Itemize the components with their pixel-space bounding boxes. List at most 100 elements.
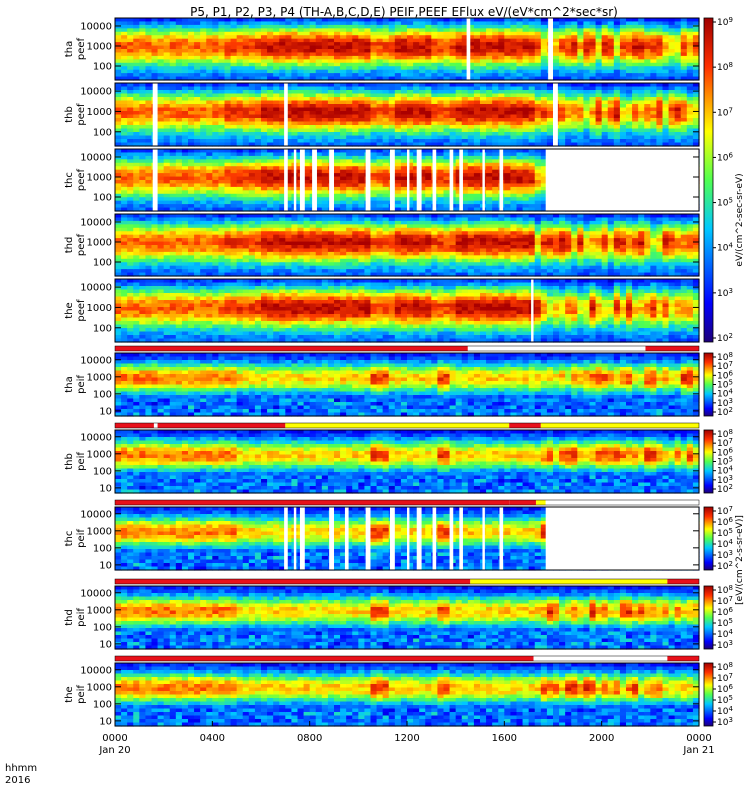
spectrogram-cell (236, 59, 244, 64)
spectrogram-cell (613, 135, 621, 140)
spectrogram-cell (267, 132, 274, 137)
spectrogram-cell (407, 176, 414, 181)
spectrogram-cell (121, 100, 128, 105)
spectrogram-cell (437, 190, 445, 195)
spectrogram-cell (656, 69, 664, 74)
spectrogram-cell (346, 142, 353, 147)
spectrogram-cell (340, 180, 347, 185)
spectrogram-cell (346, 186, 353, 191)
spectrogram-cell (437, 49, 445, 54)
spectrogram-cell (254, 193, 262, 198)
spectrogram-cell (139, 139, 147, 144)
spectrogram-cell (169, 176, 177, 181)
spectrogram-cell (242, 121, 250, 126)
spectrogram-cell (632, 111, 639, 116)
spectrogram-cell (346, 114, 353, 119)
spectrogram-cell (680, 21, 688, 26)
spectrogram-cell (668, 132, 676, 137)
spectrogram-cell (248, 76, 256, 81)
spectrogram-cell (632, 86, 639, 91)
spectrogram-cell (407, 169, 414, 174)
spectrogram-cell (127, 162, 134, 167)
spectrogram-cell (364, 49, 372, 54)
spectrogram-cell (583, 66, 591, 71)
spectrogram-cell (680, 83, 688, 88)
spectrogram-cell (212, 52, 220, 57)
spectrogram-cell (583, 24, 591, 29)
spectrogram-cell (510, 149, 518, 154)
spectrogram-cell (218, 111, 226, 116)
spectrogram-cell (680, 132, 688, 137)
spectrogram-cell (218, 59, 226, 64)
spectrogram-cell (309, 121, 317, 126)
spectrogram-cell (528, 42, 536, 47)
spectrogram-cell (480, 76, 487, 81)
spectrogram-cell (309, 42, 317, 47)
spectrogram-cell (242, 183, 250, 188)
spectrogram-cell (309, 83, 317, 88)
spectrogram-cell (352, 200, 359, 205)
spectrogram-cell (510, 135, 518, 140)
spectrogram-cell (565, 45, 572, 50)
spectrogram-cell (315, 86, 323, 91)
spectrogram-cell (121, 169, 128, 174)
spectrogram-cell (127, 52, 134, 57)
spectrogram-cell (261, 100, 268, 105)
spectrogram-cell (534, 166, 542, 171)
spectrogram-cell (607, 114, 615, 119)
spectrogram-cell (230, 190, 238, 195)
spectrogram-cell (480, 114, 487, 119)
spectrogram-cell (291, 59, 299, 64)
spectrogram-cell (650, 128, 658, 133)
spectrogram-cell (577, 90, 585, 95)
spectrogram-cell (248, 100, 256, 105)
spectrogram-cell (139, 207, 147, 212)
spectrogram-cell (674, 125, 682, 130)
spectrogram-cell (273, 52, 280, 57)
spectrogram-cell (394, 139, 402, 144)
spectrogram-cell (194, 135, 201, 140)
spectrogram-cell (188, 193, 195, 198)
spectrogram-cell (522, 90, 530, 95)
spectrogram-cell (321, 97, 329, 102)
spectrogram-cell (686, 73, 694, 78)
spectrogram-cell (619, 35, 627, 40)
spectrogram-cell (194, 31, 201, 36)
spectrogram-cell (583, 111, 591, 116)
spectrogram-cell (565, 93, 572, 98)
spectrogram-cell (334, 176, 341, 181)
spectrogram-cell (230, 186, 238, 191)
spectrogram-cell (327, 139, 335, 144)
spectrogram-cell (650, 45, 658, 50)
spectrogram-cell (382, 190, 390, 195)
spectrogram-cell (382, 42, 390, 47)
spectrogram-cell (419, 193, 426, 198)
spectrogram-cell (534, 62, 542, 67)
spectrogram-cell (662, 142, 670, 147)
spectrogram-cell (382, 107, 390, 112)
spectrogram-cell (388, 139, 396, 144)
spectrogram-cell (607, 107, 615, 112)
spectrogram-cell (407, 66, 414, 71)
spectrogram-cell (668, 97, 676, 102)
spectrogram-cell (461, 107, 469, 112)
spectrogram-cell (212, 97, 220, 102)
spectrogram-cell (577, 100, 585, 105)
spectrogram-cell (242, 125, 250, 130)
spectrogram-cell (334, 90, 341, 95)
spectrogram-cell (218, 55, 226, 60)
spectrogram-cell (163, 204, 171, 209)
spectrogram-cell (218, 90, 226, 95)
spectrogram-cell (413, 197, 420, 202)
spectrogram-cell (218, 152, 226, 157)
spectrogram-cell (686, 107, 694, 112)
spectrogram-cell (486, 21, 493, 26)
spectrogram-cell (540, 86, 548, 91)
spectrogram-cell (656, 125, 664, 130)
spectrogram-cell (613, 125, 621, 130)
spectrogram-cell (534, 118, 542, 123)
spectrogram-cell (218, 149, 226, 154)
spectrogram-cell (528, 18, 536, 23)
spectrogram-cell (230, 45, 238, 50)
spectrogram-cell (212, 76, 220, 81)
